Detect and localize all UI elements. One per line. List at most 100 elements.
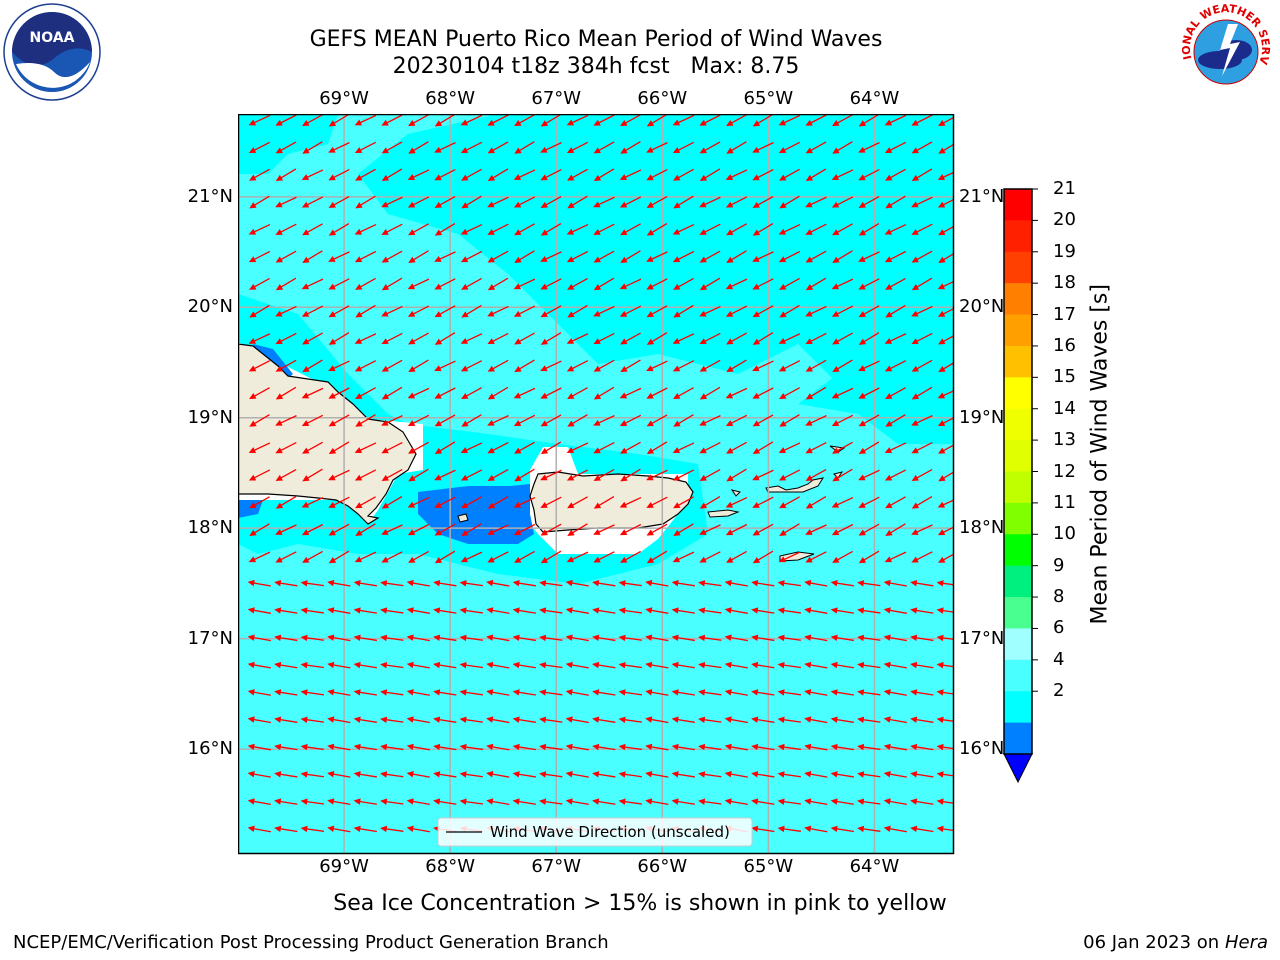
wind-arrow-head	[274, 743, 282, 751]
wind-arrow-head	[620, 447, 628, 454]
wind-arrow-head	[380, 634, 388, 642]
wind-arrow-head	[858, 557, 867, 564]
wind-arrow-head	[593, 228, 601, 235]
wind-arrow-head	[805, 556, 813, 563]
wind-arrow-head	[275, 393, 284, 400]
wind-arrow-head	[830, 661, 838, 669]
wind-arrow-head	[487, 447, 495, 454]
wind-arrow-head	[540, 283, 548, 290]
colorbar-extend-triangle	[1003, 753, 1033, 784]
wind-arrow-head	[936, 771, 944, 778]
wind-arrow-head	[567, 202, 575, 209]
wind-arrow-head	[566, 228, 575, 235]
wind-arrow-head	[671, 798, 679, 805]
wind-arrow-head	[804, 661, 812, 669]
wind-arrow-head	[858, 311, 866, 318]
wind-arrow-head	[699, 365, 707, 372]
wind-arrow-head	[247, 716, 255, 723]
wind-arrow-head	[857, 689, 865, 696]
wind-arrow-head	[407, 283, 416, 290]
wind-arrow-head	[487, 201, 495, 208]
wind-arrow-head	[724, 661, 732, 669]
wind-arrow-head	[857, 716, 865, 723]
wind-arrow-head	[513, 392, 522, 399]
lon-tick-bottom: 69°W	[319, 856, 369, 877]
colorbar-band	[1004, 722, 1032, 755]
wind-arrow-head	[938, 365, 946, 373]
wind-arrow-head	[857, 798, 865, 805]
wind-arrow-head	[565, 634, 573, 641]
wind-arrow-head	[433, 607, 441, 614]
wind-arrow-head	[567, 174, 575, 181]
wind-arrow-head	[645, 634, 653, 641]
wind-arrow-head	[646, 311, 654, 318]
wind-arrow-head	[247, 743, 255, 751]
wind-arrow-head	[433, 743, 441, 751]
wind-arrow-head	[381, 201, 389, 208]
wind-arrow-head	[248, 337, 257, 344]
wind-arrow-head	[726, 365, 734, 373]
wind-arrow-head	[487, 474, 495, 481]
wind-arrow-head	[592, 634, 600, 641]
wind-arrow-head	[830, 634, 838, 641]
wind-arrow-head	[830, 716, 838, 723]
wind-arrow-head	[725, 201, 734, 208]
wind-arrow-head	[883, 716, 891, 723]
wind-arrow-head	[302, 556, 310, 563]
lat-tick-left: 19°N	[187, 406, 233, 428]
wind-arrow-head	[301, 420, 310, 426]
wind-arrow-head	[699, 502, 708, 509]
wind-arrow-head	[725, 174, 734, 180]
wind-arrow-head	[355, 393, 363, 400]
wind-arrow-head	[274, 607, 282, 614]
wind-arrow-head	[328, 474, 336, 481]
wind-arrow-head	[302, 147, 310, 154]
lon-tick-top: 68°W	[425, 88, 475, 109]
wind-arrow-head	[858, 529, 866, 536]
wind-arrow-head	[540, 229, 549, 236]
wind-arrow-head	[514, 229, 522, 236]
wind-arrow-head	[831, 392, 840, 399]
wind-arrow-head	[804, 607, 812, 614]
wind-arrow-head	[911, 174, 920, 182]
wind-arrow-head	[804, 579, 812, 587]
wind-arrow-head	[539, 743, 547, 751]
wind-arrow-head	[804, 689, 812, 696]
wind-arrow-head	[910, 798, 918, 805]
wind-arrow-head	[937, 392, 946, 399]
wind-arrow-head	[673, 529, 681, 536]
wind-arrow-head	[752, 120, 761, 127]
wind-arrow-head	[726, 256, 734, 263]
wind-arrow-head	[433, 580, 441, 587]
wind-arrow-head	[911, 502, 920, 509]
wind-arrow-head	[724, 607, 732, 614]
wind-arrow-head	[910, 825, 918, 833]
colorbar-tick-label: 17	[1053, 303, 1076, 325]
wind-arrow-head	[355, 529, 363, 536]
wind-arrow-head	[779, 174, 787, 181]
footer-right: 06 Jan 2023 on Hera	[1083, 932, 1268, 953]
wind-arrow-head	[487, 365, 495, 372]
wind-arrow-head	[354, 256, 363, 263]
wind-arrow-head	[381, 556, 389, 563]
wind-arrow-head	[592, 661, 600, 669]
map-frame	[238, 114, 955, 855]
wind-arrow-head	[461, 529, 469, 536]
wind-arrow-head	[248, 556, 257, 563]
colorbar-band	[1004, 502, 1032, 535]
wind-arrow-head	[671, 689, 679, 696]
wind-arrow-head	[619, 501, 628, 508]
wind-arrow-head	[512, 716, 520, 723]
wind-arrow-head	[513, 310, 522, 317]
wind-arrow-head	[777, 825, 785, 833]
wind-arrow-head	[831, 529, 840, 536]
wind-arrow-head	[433, 771, 441, 778]
colorbar-band	[1004, 251, 1032, 284]
wind-arrow-head	[540, 365, 548, 372]
wind-arrow-head	[618, 798, 626, 805]
wind-arrow-head	[275, 419, 283, 426]
wind-arrow-head	[275, 310, 283, 317]
wind-arrow-head	[380, 825, 388, 833]
wind-arrow-head	[433, 716, 441, 723]
wind-arrow-head	[858, 501, 866, 508]
